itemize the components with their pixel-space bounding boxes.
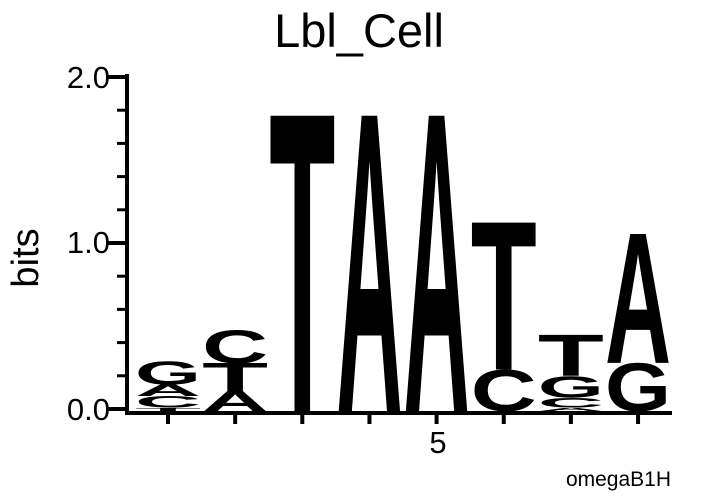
y-major-tick <box>107 407 127 411</box>
y-minor-tick <box>117 374 127 378</box>
x-axis-line <box>125 411 672 415</box>
logo-letter-A-pos-4: A <box>336 24 402 496</box>
logo-stack-pos-5: A <box>404 24 470 496</box>
x-tick-pos-5 <box>434 415 439 424</box>
y-tick-label-2: 2.0 <box>67 60 110 95</box>
y-minor-tick <box>117 307 127 311</box>
y-tick-label-0: 0.0 <box>67 392 110 427</box>
logo-stack-pos-2: ATC <box>202 320 268 417</box>
y-minor-tick <box>117 274 127 278</box>
x-tick-pos-2 <box>233 415 238 424</box>
y-minor-tick <box>117 208 127 212</box>
x-tick-pos-1 <box>166 415 170 424</box>
logo-letter-C-pos-7: C <box>538 395 604 411</box>
y-axis-ticks <box>107 75 127 411</box>
y-minor-tick <box>117 141 127 145</box>
logo-letter-A-pos-7: A <box>538 407 604 412</box>
logo-letter-T-pos-7: T <box>538 323 604 389</box>
logo-letter-A-pos-1: A <box>135 381 201 400</box>
logo-letter-T-pos-3: T <box>269 24 335 496</box>
x-tick-label-5: 5 <box>429 425 446 460</box>
y-tick-label-1: 1.0 <box>67 225 110 260</box>
chart-title: Lbl_Cell <box>274 4 444 57</box>
y-major-tick <box>107 241 127 245</box>
logo-letter-T-pos-1: T <box>135 407 201 412</box>
logo-letter-C-pos-6: C <box>471 358 537 424</box>
x-tick-pos-4 <box>367 415 372 424</box>
logo-letter-G-pos-8: G <box>605 349 671 426</box>
y-minor-tick <box>117 175 127 179</box>
x-tick-pos-3 <box>300 415 305 424</box>
y-minor-tick <box>117 108 127 112</box>
logo-letter-G-pos-7: G <box>538 370 604 405</box>
logo-stack-pos-4: A <box>336 24 402 496</box>
y-axis-label: bits <box>5 228 47 287</box>
logo-letter-A-pos-8: A <box>605 193 671 403</box>
logo-letter-T-pos-2: T <box>202 355 268 400</box>
logo-letter-C-pos-1: C <box>135 393 201 412</box>
x-tick-pos-7 <box>568 415 573 424</box>
y-minor-tick <box>117 341 127 345</box>
logo-stack-pos-6: CT <box>471 177 537 424</box>
logo-letter-T-pos-6: T <box>471 177 537 415</box>
x-tick-pos-6 <box>501 415 506 424</box>
logo-stack-pos-8: GA <box>605 193 671 426</box>
x-axis-ticks <box>166 415 641 424</box>
logo-letter-G-pos-1: G <box>135 355 201 392</box>
caption-label: omegaB1H <box>566 468 671 491</box>
logo-letter-A-pos-2: A <box>202 385 268 417</box>
logo-letter-A-pos-5: A <box>404 24 470 496</box>
logo-stack-pos-3: T <box>269 24 335 496</box>
logo-letter-C-pos-2: C <box>202 320 268 373</box>
x-tick-pos-8 <box>636 415 641 424</box>
y-major-tick <box>107 75 127 79</box>
